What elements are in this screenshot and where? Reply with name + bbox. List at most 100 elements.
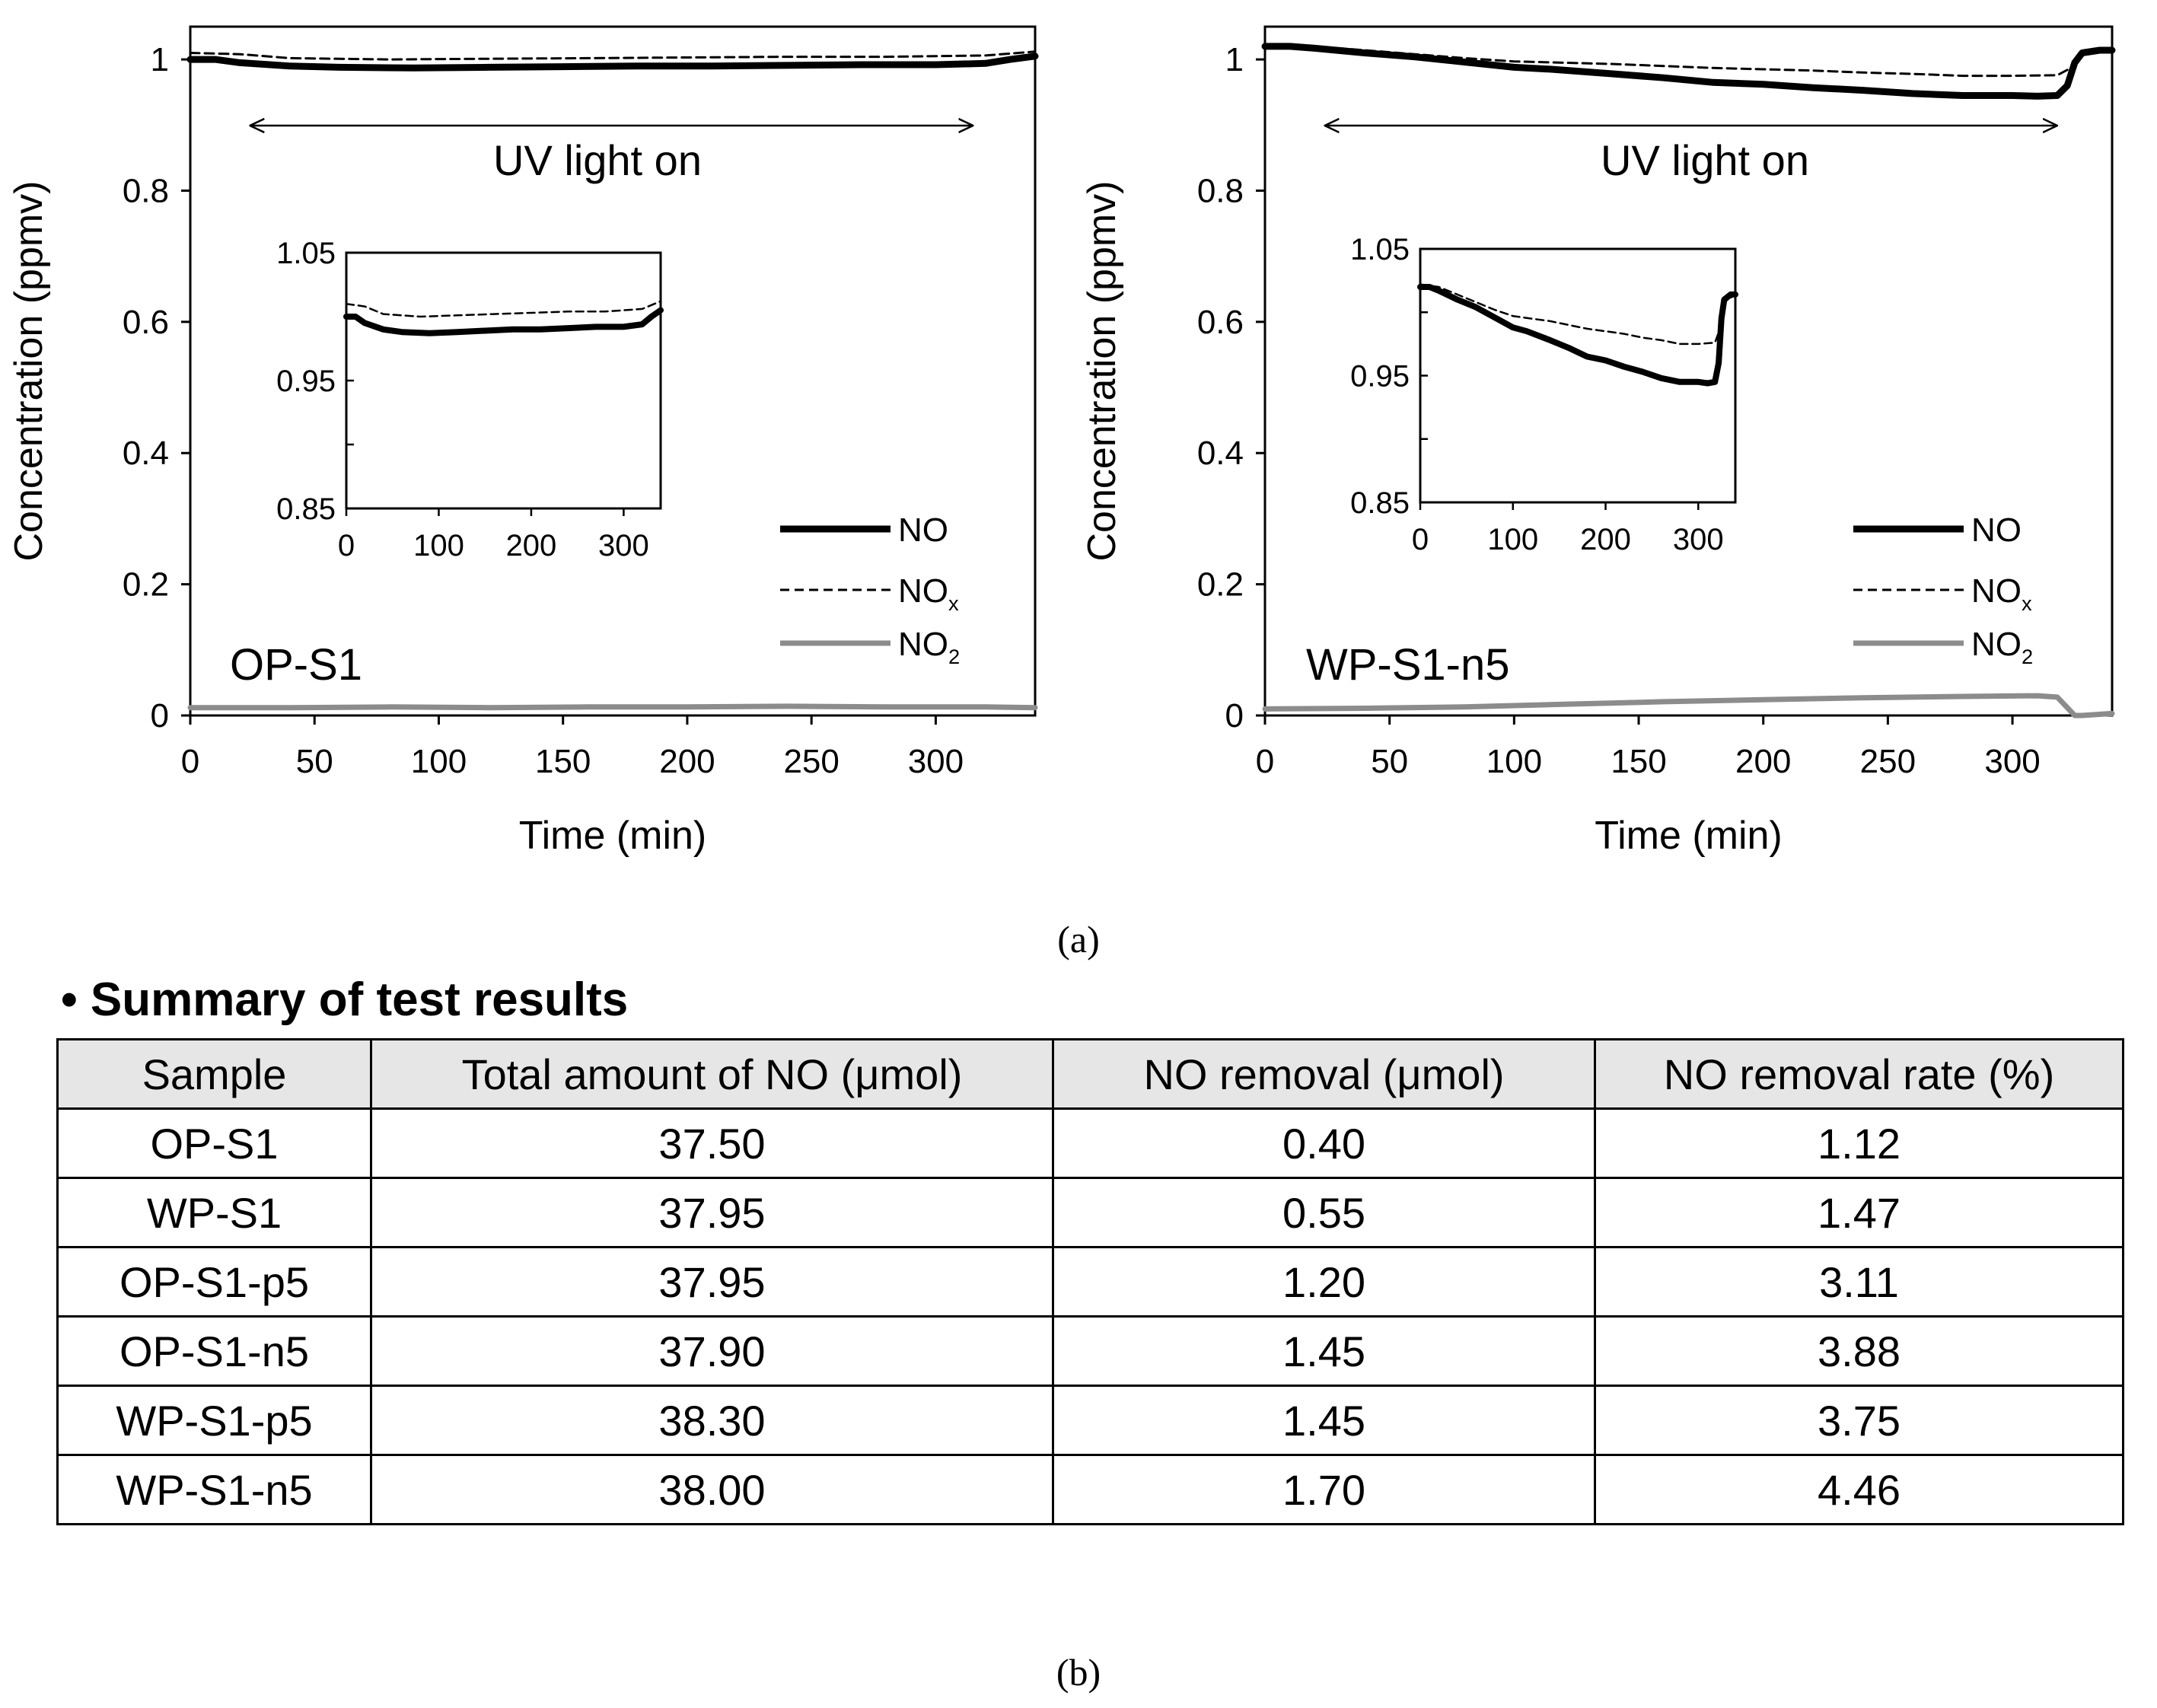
x-tick-label: 250 bbox=[1860, 743, 1916, 780]
table-row: OP-S1-p5 37.95 1.20 3.11 bbox=[56, 1246, 2124, 1318]
cell-no-removal-rate: 3.88 bbox=[1594, 1315, 2124, 1387]
cell-sample: OP-S1 bbox=[56, 1107, 372, 1179]
cell-no-removal: 1.20 bbox=[1052, 1246, 1596, 1318]
inset-x-tick-label: 300 bbox=[1673, 523, 1724, 556]
y-tick-label: 0.8 bbox=[1197, 172, 1244, 209]
x-tick-label: 200 bbox=[659, 743, 715, 780]
cell-no-removal: 0.40 bbox=[1052, 1107, 1596, 1179]
table-row: WP-S1-p5 38.30 1.45 3.75 bbox=[56, 1385, 2124, 1456]
series-line-no2 bbox=[1262, 693, 2115, 719]
x-tick-label: 50 bbox=[1371, 743, 1408, 780]
x-tick-label: 300 bbox=[1984, 743, 2040, 780]
cell-no-removal-rate: 4.46 bbox=[1594, 1454, 2124, 1525]
inset-frame bbox=[345, 251, 662, 510]
table-row: OP-S1 37.50 0.40 1.12 bbox=[56, 1107, 2124, 1179]
legend-label-no2: NO2 bbox=[1971, 626, 2033, 668]
x-tick-label: 150 bbox=[1611, 743, 1666, 780]
y-tick-label: 0.4 bbox=[1197, 435, 1244, 472]
inset-x-tick-label: 200 bbox=[1580, 523, 1631, 556]
y-axis-label: Concentration (ppmv) bbox=[7, 181, 51, 562]
cell-sample: WP-S1 bbox=[56, 1177, 372, 1248]
header-no-removal: NO removal (μmol) bbox=[1052, 1038, 1596, 1110]
legend-label-nox: NOx bbox=[1971, 572, 2032, 615]
summary-table: Sample Total amount of NO (μmol) NO remo… bbox=[56, 1038, 2124, 1525]
y-tick-label: 0.4 bbox=[123, 435, 169, 472]
cell-total-no: 37.90 bbox=[370, 1315, 1054, 1387]
x-tick-label: 0 bbox=[181, 743, 199, 780]
series-line-no bbox=[186, 53, 1039, 72]
cell-no-removal: 1.45 bbox=[1052, 1385, 1596, 1456]
cell-total-no: 37.95 bbox=[370, 1177, 1054, 1248]
y-tick-label: 0.6 bbox=[1197, 304, 1244, 341]
cell-no-removal-rate: 3.11 bbox=[1594, 1246, 2124, 1318]
table-row: WP-S1 37.95 0.55 1.47 bbox=[56, 1177, 2124, 1248]
cell-no-removal-rate: 3.75 bbox=[1594, 1385, 2124, 1456]
x-tick-label: 250 bbox=[783, 743, 839, 780]
cell-sample: OP-S1-p5 bbox=[56, 1246, 372, 1318]
caption-a: (a) bbox=[1057, 918, 1100, 961]
x-tick-label: 100 bbox=[411, 743, 467, 780]
cell-no-removal: 0.55 bbox=[1052, 1177, 1596, 1248]
x-axis-label: Time (min) bbox=[519, 814, 707, 858]
caption-b: (b) bbox=[1056, 1651, 1101, 1694]
x-tick-label: 50 bbox=[296, 743, 333, 780]
table-header-row: Sample Total amount of NO (μmol) NO remo… bbox=[56, 1038, 2124, 1110]
table-row: WP-S1-n5 38.00 1.70 4.46 bbox=[56, 1454, 2124, 1525]
cell-no-removal: 1.45 bbox=[1052, 1315, 1596, 1387]
legend-label-no: NO bbox=[898, 511, 948, 549]
header-sample: Sample bbox=[56, 1038, 372, 1110]
inset-series-line-nox bbox=[345, 300, 662, 318]
sample-label: WP-S1-n5 bbox=[1306, 640, 1510, 690]
uv-annotation: UV light on bbox=[493, 136, 702, 184]
inset-x-tick-label: 100 bbox=[413, 529, 464, 562]
inset-y-tick-label: 1.05 bbox=[1350, 233, 1410, 266]
y-tick-label: 1 bbox=[1225, 41, 1244, 78]
inset-series-line-no bbox=[1417, 284, 1738, 387]
x-tick-label: 100 bbox=[1486, 743, 1542, 780]
cell-total-no: 37.95 bbox=[370, 1246, 1054, 1318]
cell-sample: OP-S1-n5 bbox=[56, 1315, 372, 1387]
inset-x-tick-label: 0 bbox=[338, 529, 355, 562]
y-tick-label: 0 bbox=[1225, 697, 1244, 735]
sample-label: OP-S1 bbox=[230, 640, 362, 690]
y-tick-label: 0.8 bbox=[123, 172, 169, 209]
inset-x-tick-label: 200 bbox=[506, 529, 557, 562]
cell-no-removal-rate: 1.12 bbox=[1594, 1107, 2124, 1179]
series-line-nox bbox=[1263, 43, 2114, 78]
series-line-no2 bbox=[187, 703, 1038, 711]
cell-no-removal: 1.70 bbox=[1052, 1454, 1596, 1525]
y-tick-label: 0.2 bbox=[123, 566, 169, 604]
x-tick-label: 150 bbox=[535, 743, 591, 780]
inset-y-tick-label: 0.95 bbox=[1350, 360, 1410, 394]
series-line-no bbox=[1261, 43, 2116, 100]
series-line-nox bbox=[189, 50, 1037, 61]
summary-title: • Summary of test results bbox=[61, 973, 629, 1026]
table-row: OP-S1-n5 37.90 1.45 3.88 bbox=[56, 1315, 2124, 1387]
inset-y-tick-label: 1.05 bbox=[276, 237, 336, 270]
plot-frame bbox=[1263, 25, 2114, 717]
y-tick-label: 0.6 bbox=[123, 304, 169, 341]
cell-total-no: 37.50 bbox=[370, 1107, 1054, 1179]
y-axis-label: Concentration (ppmv) bbox=[1080, 181, 1124, 562]
legend-label-no: NO bbox=[1971, 511, 2022, 549]
inset-series-line-nox bbox=[1419, 283, 1737, 346]
y-tick-label: 1 bbox=[151, 41, 169, 78]
y-tick-label: 0.2 bbox=[1197, 566, 1244, 604]
inset-series-line-no bbox=[343, 307, 664, 336]
x-tick-label: 300 bbox=[908, 743, 964, 780]
cell-total-no: 38.30 bbox=[370, 1385, 1054, 1456]
legend-label-nox: NOx bbox=[898, 572, 959, 615]
header-no-removal-rate: NO removal rate (%) bbox=[1594, 1038, 2124, 1110]
header-total-no: Total amount of NO (μmol) bbox=[370, 1038, 1054, 1110]
cell-total-no: 38.00 bbox=[370, 1454, 1054, 1525]
inset-chart: 0.85 0.95 1.05 0 100 200 300 bbox=[276, 237, 664, 562]
cell-sample: WP-S1-n5 bbox=[56, 1454, 372, 1525]
inset-x-tick-label: 100 bbox=[1487, 523, 1538, 556]
inset-frame bbox=[1419, 247, 1737, 504]
cell-sample: WP-S1-p5 bbox=[56, 1385, 372, 1456]
uv-annotation: UV light on bbox=[1601, 136, 1809, 184]
plot-frame bbox=[189, 25, 1037, 717]
inset-chart: 0.85 0.95 1.05 0 100 200 300 bbox=[1350, 233, 1738, 556]
legend-label-no2: NO2 bbox=[898, 626, 960, 668]
